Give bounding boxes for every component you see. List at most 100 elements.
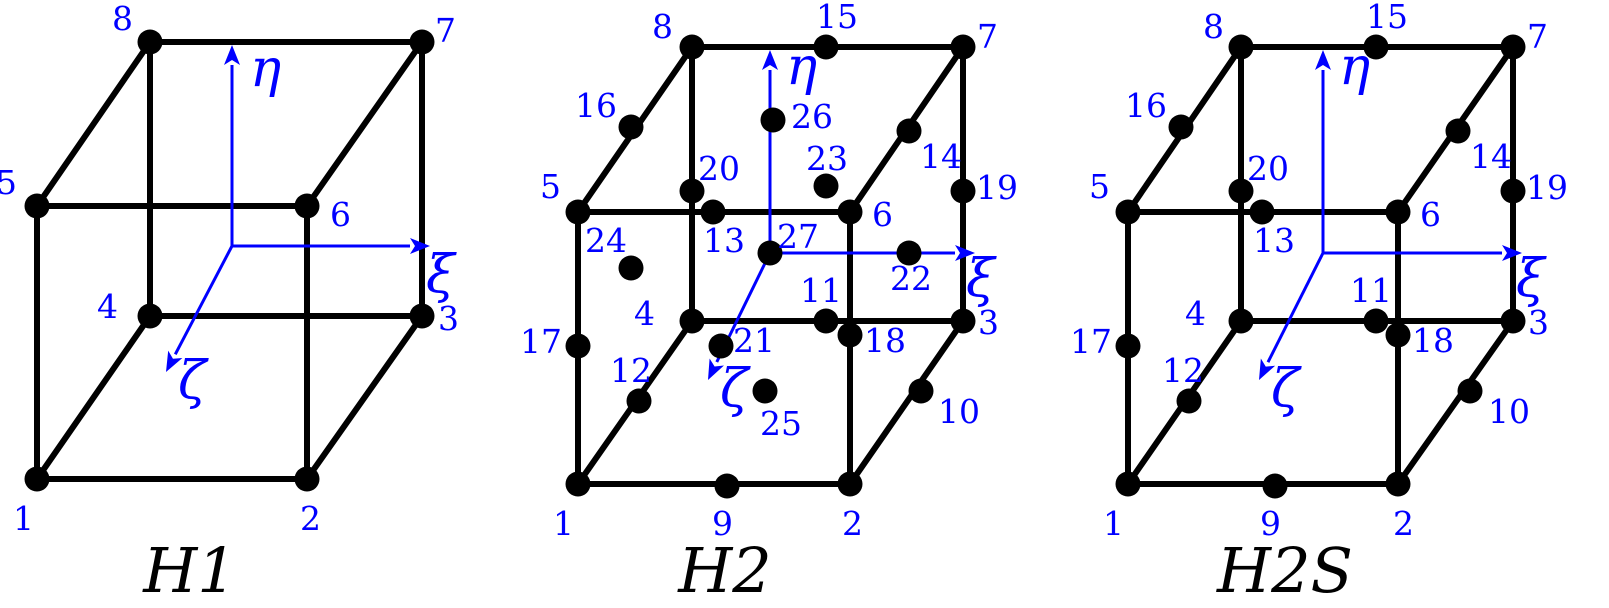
xi-axis-label: ξ bbox=[1516, 249, 1547, 309]
node-12 bbox=[1177, 389, 1202, 414]
node-8 bbox=[1229, 35, 1254, 60]
node-8 bbox=[680, 35, 705, 60]
node-label-13: 13 bbox=[703, 221, 745, 260]
node-label-2: 2 bbox=[842, 504, 863, 543]
zeta-axis-label: ζ bbox=[1271, 359, 1302, 419]
node-label-7: 7 bbox=[977, 17, 998, 56]
node-17 bbox=[1116, 334, 1141, 359]
node-label-26: 26 bbox=[791, 97, 833, 136]
node-1 bbox=[25, 467, 50, 492]
node-label-14: 14 bbox=[1470, 137, 1512, 176]
node-label-19: 19 bbox=[1526, 168, 1568, 207]
node-label-15: 15 bbox=[1366, 0, 1408, 36]
node-6 bbox=[295, 194, 320, 219]
node-5 bbox=[25, 194, 50, 219]
node-label-1: 1 bbox=[553, 504, 574, 543]
node-label-21: 21 bbox=[733, 321, 775, 360]
element-h1: 1 2 3 4 5 6 7 8 ξ η ζ H1 bbox=[0, 0, 459, 607]
node-4 bbox=[138, 304, 163, 329]
node-label-17: 17 bbox=[1070, 322, 1112, 361]
node-26 bbox=[761, 108, 786, 133]
node-21 bbox=[709, 334, 734, 359]
node-label-22: 22 bbox=[890, 259, 932, 298]
node-label-10: 10 bbox=[938, 392, 980, 431]
edge-4-1 bbox=[37, 316, 150, 479]
node-label-7: 7 bbox=[435, 11, 456, 50]
node-11 bbox=[1364, 309, 1389, 334]
node-label-6: 6 bbox=[872, 195, 893, 234]
eta-arrowhead bbox=[1315, 50, 1331, 70]
node-3 bbox=[410, 304, 435, 329]
node-9 bbox=[715, 474, 740, 499]
node-label-8: 8 bbox=[112, 0, 133, 38]
node-label-12: 12 bbox=[610, 351, 652, 390]
node-18 bbox=[1386, 323, 1411, 348]
node-14 bbox=[1446, 119, 1471, 144]
node-label-4: 4 bbox=[634, 294, 655, 333]
node-14 bbox=[897, 119, 922, 144]
node-6 bbox=[1386, 200, 1411, 225]
zeta-axis-label: ζ bbox=[720, 359, 751, 419]
node-16 bbox=[619, 115, 644, 140]
node-label-4: 4 bbox=[1185, 294, 1206, 333]
node-19 bbox=[951, 179, 976, 204]
node-8 bbox=[138, 30, 163, 55]
node-label-20: 20 bbox=[1247, 149, 1289, 188]
node-16 bbox=[1169, 115, 1194, 140]
node-label-5: 5 bbox=[0, 163, 17, 202]
node-2 bbox=[1386, 472, 1411, 497]
node-10 bbox=[1458, 379, 1483, 404]
node-1 bbox=[566, 472, 591, 497]
node-1 bbox=[1116, 472, 1141, 497]
eta-axis-label: η bbox=[786, 37, 817, 97]
node-7 bbox=[951, 35, 976, 60]
node-label-7: 7 bbox=[1527, 17, 1548, 56]
node-4 bbox=[1229, 309, 1254, 334]
node-label-14: 14 bbox=[920, 137, 962, 176]
node-11 bbox=[814, 309, 839, 334]
edge-6-7 bbox=[307, 42, 422, 206]
node-9 bbox=[1263, 474, 1288, 499]
xi-axis-label: ξ bbox=[426, 245, 457, 305]
edge-2-3 bbox=[307, 316, 422, 479]
eta-arrowhead bbox=[224, 45, 240, 65]
node-label-10: 10 bbox=[1488, 392, 1530, 431]
node-label-13: 13 bbox=[1253, 221, 1295, 260]
node-label-6: 6 bbox=[330, 195, 351, 234]
node-label-24: 24 bbox=[585, 221, 627, 260]
node-label-4: 4 bbox=[97, 287, 118, 326]
node-17 bbox=[566, 334, 591, 359]
eta-axis-label: η bbox=[250, 39, 281, 99]
node-6 bbox=[838, 200, 863, 225]
node-label-18: 18 bbox=[864, 321, 906, 360]
node-10 bbox=[909, 379, 934, 404]
node-label-6: 6 bbox=[1420, 195, 1441, 234]
zeta-axis-line bbox=[175, 246, 232, 354]
node-label-8: 8 bbox=[652, 7, 673, 46]
node-label-15: 15 bbox=[816, 0, 858, 36]
node-12 bbox=[627, 389, 652, 414]
node-3 bbox=[951, 309, 976, 334]
element-h2: 1 234567891011121314151617 181920212223242… bbox=[520, 0, 1018, 607]
node-label-19: 19 bbox=[976, 168, 1018, 207]
element-title: H1 bbox=[142, 534, 237, 607]
node-label-18: 18 bbox=[1412, 321, 1454, 360]
node-2 bbox=[838, 472, 863, 497]
eta-arrowhead bbox=[762, 50, 778, 70]
node-label-8: 8 bbox=[1203, 7, 1224, 46]
node-label-11: 11 bbox=[1350, 271, 1392, 310]
node-25 bbox=[753, 379, 778, 404]
zeta-axis-label: ζ bbox=[178, 351, 209, 411]
node-4 bbox=[680, 309, 705, 334]
node-label-17: 17 bbox=[520, 322, 562, 361]
edge-8-5 bbox=[37, 42, 150, 206]
node-label-1: 1 bbox=[1103, 504, 1124, 543]
element-title: H2 bbox=[677, 534, 772, 607]
node-label-2: 2 bbox=[1393, 504, 1414, 543]
node-label-1: 1 bbox=[13, 499, 34, 538]
node-5 bbox=[1116, 200, 1141, 225]
node-label-5: 5 bbox=[540, 167, 561, 206]
